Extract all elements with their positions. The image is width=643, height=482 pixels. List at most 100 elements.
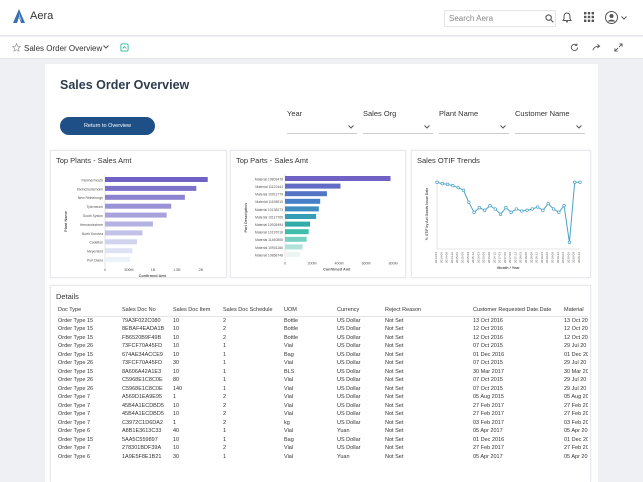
view-switch-icon[interactable] (120, 43, 129, 52)
bar[interactable] (285, 214, 317, 219)
data-point[interactable] (530, 207, 534, 211)
share-icon[interactable] (592, 43, 601, 52)
bell-icon[interactable] (562, 12, 572, 23)
expand-icon[interactable] (614, 43, 623, 52)
data-point[interactable] (440, 182, 444, 186)
table-row[interactable]: Order Type 26 C5968E1C8C0E 140 1 Vial US Doll… (58, 385, 588, 394)
data-point[interactable] (514, 207, 519, 211)
column-header[interactable]: Sales Doc No (122, 307, 156, 313)
bar[interactable] (105, 239, 137, 245)
category-label: New Rhineburgh (78, 196, 103, 200)
bar[interactable] (105, 212, 167, 218)
bar[interactable] (285, 236, 307, 242)
filter-select-sales-org[interactable] (363, 121, 433, 134)
table-cell: US Dollar (337, 385, 361, 392)
data-point[interactable] (525, 208, 529, 212)
bar[interactable] (285, 198, 321, 204)
data-point[interactable] (472, 210, 476, 214)
bar[interactable] (285, 183, 341, 189)
filter-select-year[interactable] (287, 121, 357, 134)
data-point[interactable] (504, 206, 508, 210)
bar[interactable] (105, 194, 185, 200)
apps-grid-icon[interactable] (584, 12, 594, 22)
data-point[interactable] (573, 180, 577, 184)
data-point[interactable] (435, 180, 439, 184)
data-point[interactable] (456, 186, 460, 190)
app-logo[interactable]: Aera (12, 8, 53, 24)
bar[interactable] (105, 248, 133, 254)
bar[interactable] (285, 244, 303, 250)
data-point[interactable] (461, 188, 466, 192)
filter-select-plant-name[interactable] (439, 121, 509, 134)
column-header[interactable]: Currency (337, 307, 360, 313)
bar[interactable] (285, 252, 300, 257)
return-to-overview-button[interactable]: Return to Overview (60, 117, 155, 135)
data-point[interactable] (509, 210, 513, 214)
search-input[interactable] (444, 10, 556, 27)
user-avatar-icon[interactable] (605, 11, 618, 24)
data-point[interactable] (520, 209, 524, 213)
table-row[interactable]: Order Type 7 C3972C1D6DA2 1 2 kg US Dollar Not… (58, 419, 588, 428)
bar[interactable] (285, 176, 391, 181)
data-point[interactable] (451, 184, 455, 188)
table-row[interactable]: Order Type 15 5AA5C559897 10 1 Bag US Dollar N… (58, 436, 588, 445)
table-row[interactable]: Order Type 15 79A3F022C080 10 2 Bottle US Dol… (58, 317, 588, 326)
data-point[interactable] (557, 210, 561, 214)
filter-select-customer-name[interactable] (515, 121, 585, 134)
bar[interactable] (285, 221, 311, 227)
table-row[interactable]: Order Type 6 A8B1E3613C33 40 1 Vial Yuan Not S… (58, 427, 588, 436)
table-row[interactable]: Order Type 7 278301BDF39A 10 2 Vial US Dollar… (58, 444, 588, 453)
bar[interactable] (105, 185, 197, 191)
table-row[interactable]: Order Type 7 45B4A1ECDBD5 10 2 Vial US Dollar… (58, 402, 588, 411)
table-row[interactable]: Order Type 26 73FCF70A45FD 30 1 Vial US Dolla… (58, 359, 588, 368)
table-cell: 01 Dec 2016 (473, 351, 505, 358)
data-point[interactable] (541, 208, 545, 212)
data-point[interactable] (546, 202, 550, 206)
data-point[interactable] (467, 200, 471, 204)
star-icon[interactable] (12, 43, 21, 52)
table-row[interactable]: Order Type 15 FB6520B9F49B 10 2 Bottle US Dol… (58, 334, 588, 343)
column-header[interactable]: UOM (284, 307, 297, 313)
table-row[interactable]: Order Type 7 45B4A1ECDBD5 10 2 Vial US Dollar… (58, 410, 588, 419)
table-row[interactable]: Order Type 7 A569D1EA9E95 1 2 Vial US Dollar N… (58, 393, 588, 402)
table-row[interactable]: Order Type 15 8EBAF4EADA1B 10 2 Bottle US Dol… (58, 325, 588, 334)
chevron-down-icon[interactable] (621, 16, 627, 20)
data-point[interactable] (477, 206, 482, 210)
bar[interactable] (285, 229, 309, 235)
data-point[interactable] (578, 180, 582, 184)
table-cell: 27 Feb 20 (564, 411, 588, 418)
data-point[interactable] (493, 207, 497, 211)
search-icon[interactable] (545, 14, 554, 23)
bar[interactable] (105, 221, 153, 227)
column-header[interactable]: Customer Requested Date.Date (473, 307, 552, 313)
table-row[interactable]: Order Type 26 C5968E1C8C0E 80 1 Vial US Dolla… (58, 376, 588, 385)
table-header-row: Doc Type Sales Doc No Sales Doc Item Sales … (58, 307, 588, 317)
data-point[interactable] (488, 204, 492, 208)
table-row[interactable]: Order Type 15 8A606A42A1E3 10 1 BLS US Dollar… (58, 368, 588, 377)
table-row[interactable]: Order Type 15 674AE34ACCE9 10 1 Bag US Dollar… (58, 351, 588, 360)
column-header[interactable]: Sales Doc Item (173, 307, 211, 313)
column-header[interactable]: Reject Reason (385, 307, 422, 313)
data-point[interactable] (445, 182, 450, 186)
data-point[interactable] (535, 205, 540, 209)
data-point[interactable] (567, 240, 572, 244)
refresh-icon[interactable] (570, 43, 579, 52)
column-header[interactable]: Doc Type (58, 307, 82, 313)
bar[interactable] (285, 191, 327, 197)
bar[interactable] (105, 177, 208, 182)
breadcrumb-title[interactable]: Sales Order Overview (24, 44, 103, 53)
column-header[interactable]: Material (564, 307, 584, 313)
title-dropdown-icon[interactable] (103, 45, 109, 49)
data-point[interactable] (498, 212, 503, 216)
chevron-down-icon (500, 125, 506, 129)
bar[interactable] (105, 257, 131, 263)
column-header[interactable]: Sales Doc Schedule (223, 307, 273, 313)
data-point[interactable] (551, 207, 556, 211)
bar[interactable] (105, 203, 172, 209)
table-row[interactable]: Order Type 6 1A9E5F8E1B21 30 1 Vial Yuan Not S… (58, 453, 588, 462)
data-point[interactable] (483, 208, 487, 212)
bar[interactable] (285, 206, 319, 212)
data-point[interactable] (562, 204, 566, 208)
bar[interactable] (105, 230, 143, 236)
table-row[interactable]: Order Type 26 73FCF70A45FD 10 1 Vial US Dolla… (58, 342, 588, 351)
